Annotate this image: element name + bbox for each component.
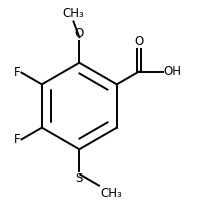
Text: CH₃: CH₃ [63, 7, 84, 21]
Text: F: F [14, 133, 20, 146]
Text: S: S [76, 172, 83, 185]
Text: F: F [14, 66, 20, 79]
Text: O: O [75, 27, 84, 40]
Text: O: O [134, 35, 144, 48]
Text: CH₃: CH₃ [100, 187, 122, 200]
Text: OH: OH [164, 65, 182, 78]
